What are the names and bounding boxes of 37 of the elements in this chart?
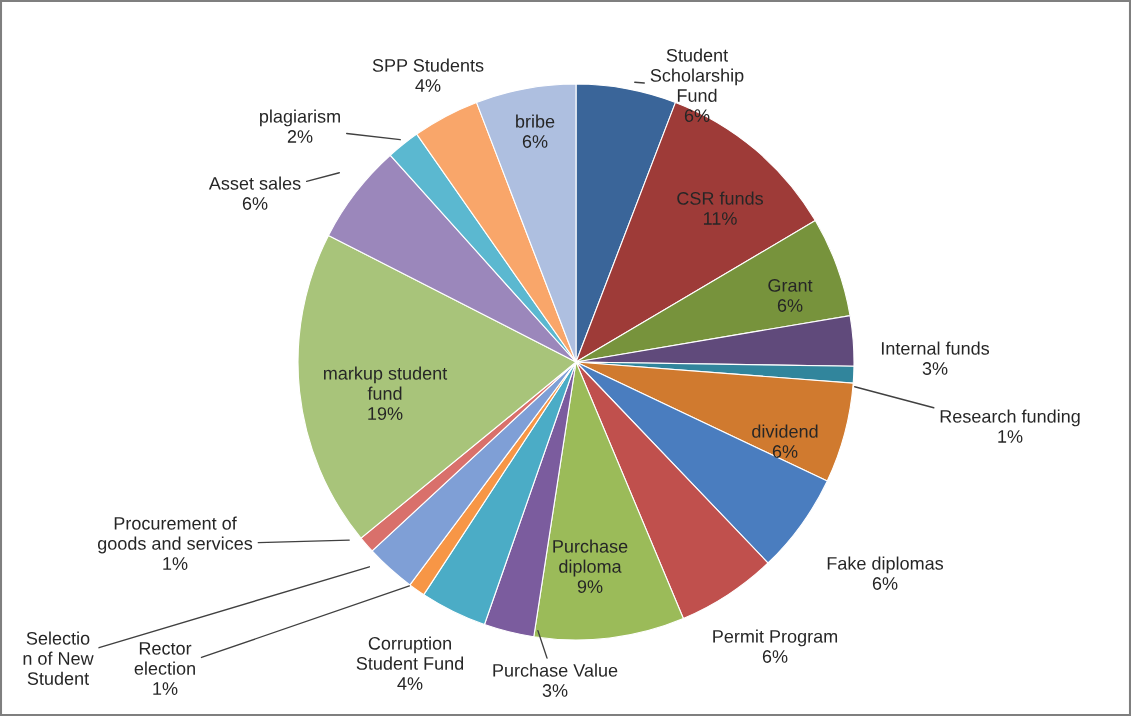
slice-label: Student Scholarship Fund — [650, 48, 744, 102]
slice-label: Grant — [768, 279, 813, 292]
data-label: 1% — [163, 557, 188, 570]
slice-label: Purchase Value — [493, 663, 618, 677]
slice-label: Corruption Student Fund — [356, 636, 464, 670]
data-label: 3% — [542, 684, 568, 697]
slice-label: dividend — [752, 424, 818, 438]
data-label: 6% — [872, 577, 898, 590]
slice-label: Research funding — [940, 409, 1080, 427]
slice-label: Permit Program — [713, 629, 838, 647]
data-label: 11% — [703, 212, 737, 225]
slice-label: Purchase diploma — [553, 539, 628, 577]
data-label: 6% — [684, 109, 710, 122]
data-label: 4% — [397, 677, 423, 690]
slice-label: plagiarism — [260, 109, 340, 127]
data-label: 6% — [242, 197, 268, 210]
data-label: 6% — [772, 445, 798, 458]
slice-label: bribe — [516, 114, 555, 128]
slice-label: Rector election — [134, 642, 195, 675]
data-label: 6% — [522, 135, 548, 148]
data-label: 1% — [998, 430, 1023, 443]
data-label: 9% — [577, 580, 603, 593]
slice-label: SPP Students — [372, 58, 484, 72]
data-label: 19% — [368, 407, 403, 420]
slice-label: Selection of New Student — [23, 631, 94, 685]
slice-label: Fake diplomas — [827, 556, 944, 574]
slice-label: CSR funds — [677, 191, 763, 205]
data-label: 2% — [287, 130, 313, 143]
data-label: 6% — [762, 650, 788, 663]
slice-label: Internal funds — [881, 341, 990, 355]
data-label: 4% — [415, 79, 441, 92]
data-label: 1% — [153, 682, 178, 695]
slice-label: Asset sales — [208, 176, 301, 190]
slice-label: Procurement of goods and services — [97, 516, 253, 554]
data-label: 3% — [922, 362, 948, 375]
slice-label: markup student fund — [323, 366, 448, 400]
data-label: 6% — [777, 299, 803, 312]
